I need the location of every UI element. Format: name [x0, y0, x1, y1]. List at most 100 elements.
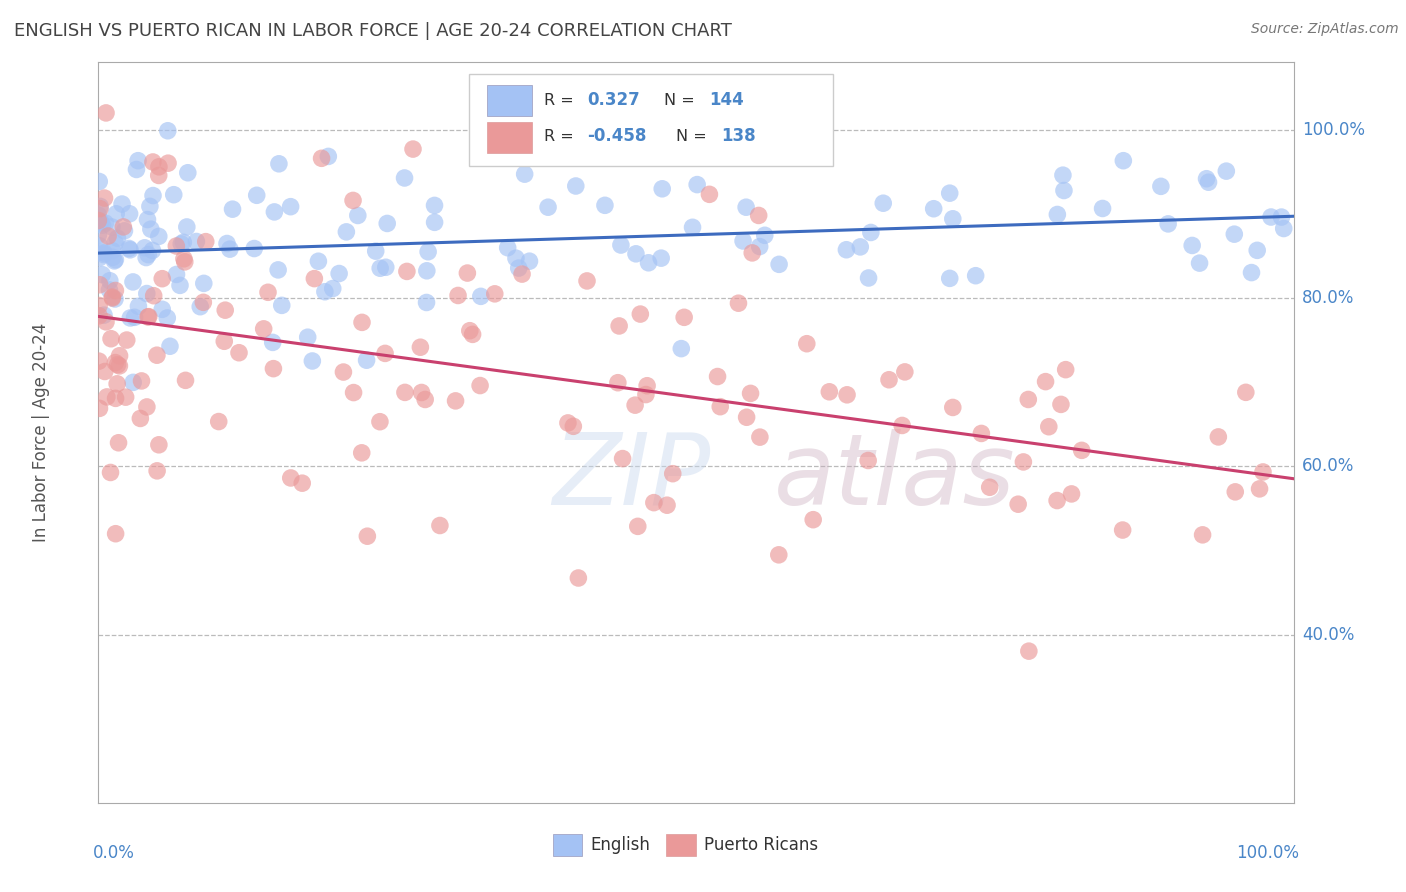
Point	[87, 208, 110, 222]
Text: In Labor Force | Age 20-24: In Labor Force | Age 20-24	[32, 323, 51, 542]
Point	[650, 251, 672, 265]
Point	[105, 207, 128, 221]
Point	[104, 284, 127, 298]
Text: ENGLISH VS PUERTO RICAN IN LABOR FORCE | AGE 20-24 CORRELATION CHART: ENGLISH VS PUERTO RICAN IN LABOR FORCE |…	[14, 22, 733, 40]
Point	[537, 200, 560, 214]
Point	[103, 253, 125, 268]
Point	[496, 241, 519, 255]
Point	[699, 187, 721, 202]
Point	[148, 160, 170, 174]
Point	[120, 310, 142, 325]
Point	[96, 390, 118, 404]
Point	[375, 217, 398, 231]
Point	[418, 244, 440, 259]
Point	[114, 390, 136, 404]
Point	[1223, 227, 1246, 242]
Point	[257, 285, 280, 300]
Point	[686, 178, 709, 192]
Point	[301, 354, 323, 368]
Text: 138: 138	[721, 128, 755, 145]
Point	[90, 244, 112, 259]
Point	[280, 471, 302, 485]
Point	[122, 376, 145, 390]
Point	[468, 378, 491, 392]
Point	[1198, 175, 1220, 189]
Point	[429, 518, 451, 533]
Point	[342, 194, 364, 208]
Point	[835, 388, 858, 402]
Point	[1157, 217, 1180, 231]
Point	[346, 209, 368, 223]
Point	[93, 246, 115, 260]
Point	[643, 495, 665, 509]
Point	[107, 358, 129, 372]
Point	[671, 342, 693, 356]
Point	[858, 271, 880, 285]
Point	[169, 278, 191, 293]
Point	[253, 322, 276, 336]
Point	[100, 466, 122, 480]
Point	[129, 411, 152, 425]
Point	[304, 271, 326, 285]
Point	[818, 384, 841, 399]
Point	[146, 464, 169, 478]
Point	[332, 365, 354, 379]
Point	[89, 174, 111, 188]
Point	[87, 213, 110, 227]
FancyBboxPatch shape	[553, 834, 582, 856]
Point	[104, 252, 127, 267]
Point	[447, 288, 470, 302]
Point	[186, 235, 208, 249]
Point	[942, 211, 965, 226]
Point	[297, 330, 319, 344]
Point	[136, 212, 159, 227]
Point	[94, 216, 117, 230]
Point	[89, 299, 111, 313]
Point	[1240, 266, 1263, 280]
Point	[835, 243, 858, 257]
Point	[176, 219, 198, 234]
Point	[444, 393, 467, 408]
Point	[416, 264, 439, 278]
Text: N =: N =	[676, 129, 711, 144]
Point	[141, 244, 163, 258]
Point	[576, 274, 599, 288]
Point	[214, 303, 236, 318]
Text: 60.0%: 60.0%	[1302, 458, 1354, 475]
Point	[104, 526, 127, 541]
Point	[193, 295, 215, 310]
Text: atlas: atlas	[773, 428, 1015, 525]
FancyBboxPatch shape	[486, 121, 533, 153]
Point	[105, 376, 128, 391]
Point	[170, 236, 193, 251]
Point	[394, 171, 416, 186]
Point	[89, 277, 111, 292]
Point	[394, 385, 416, 400]
Point	[174, 373, 197, 387]
Point	[342, 385, 364, 400]
Point	[849, 240, 872, 254]
Point	[1070, 443, 1092, 458]
Point	[748, 430, 770, 444]
FancyBboxPatch shape	[470, 73, 834, 166]
Point	[350, 315, 373, 329]
Point	[311, 151, 333, 165]
Point	[89, 401, 111, 416]
Point	[374, 260, 396, 275]
Point	[122, 275, 145, 289]
Point	[111, 197, 134, 211]
Point	[1018, 644, 1040, 658]
Point	[356, 529, 378, 543]
Point	[157, 156, 180, 170]
Point	[519, 254, 541, 268]
Text: R =: R =	[544, 93, 579, 108]
Point	[215, 236, 238, 251]
Point	[1111, 523, 1133, 537]
Point	[661, 467, 683, 481]
Point	[100, 332, 122, 346]
Point	[118, 207, 141, 221]
Point	[136, 247, 159, 261]
Point	[607, 318, 630, 333]
Point	[90, 216, 112, 230]
Point	[125, 162, 148, 177]
